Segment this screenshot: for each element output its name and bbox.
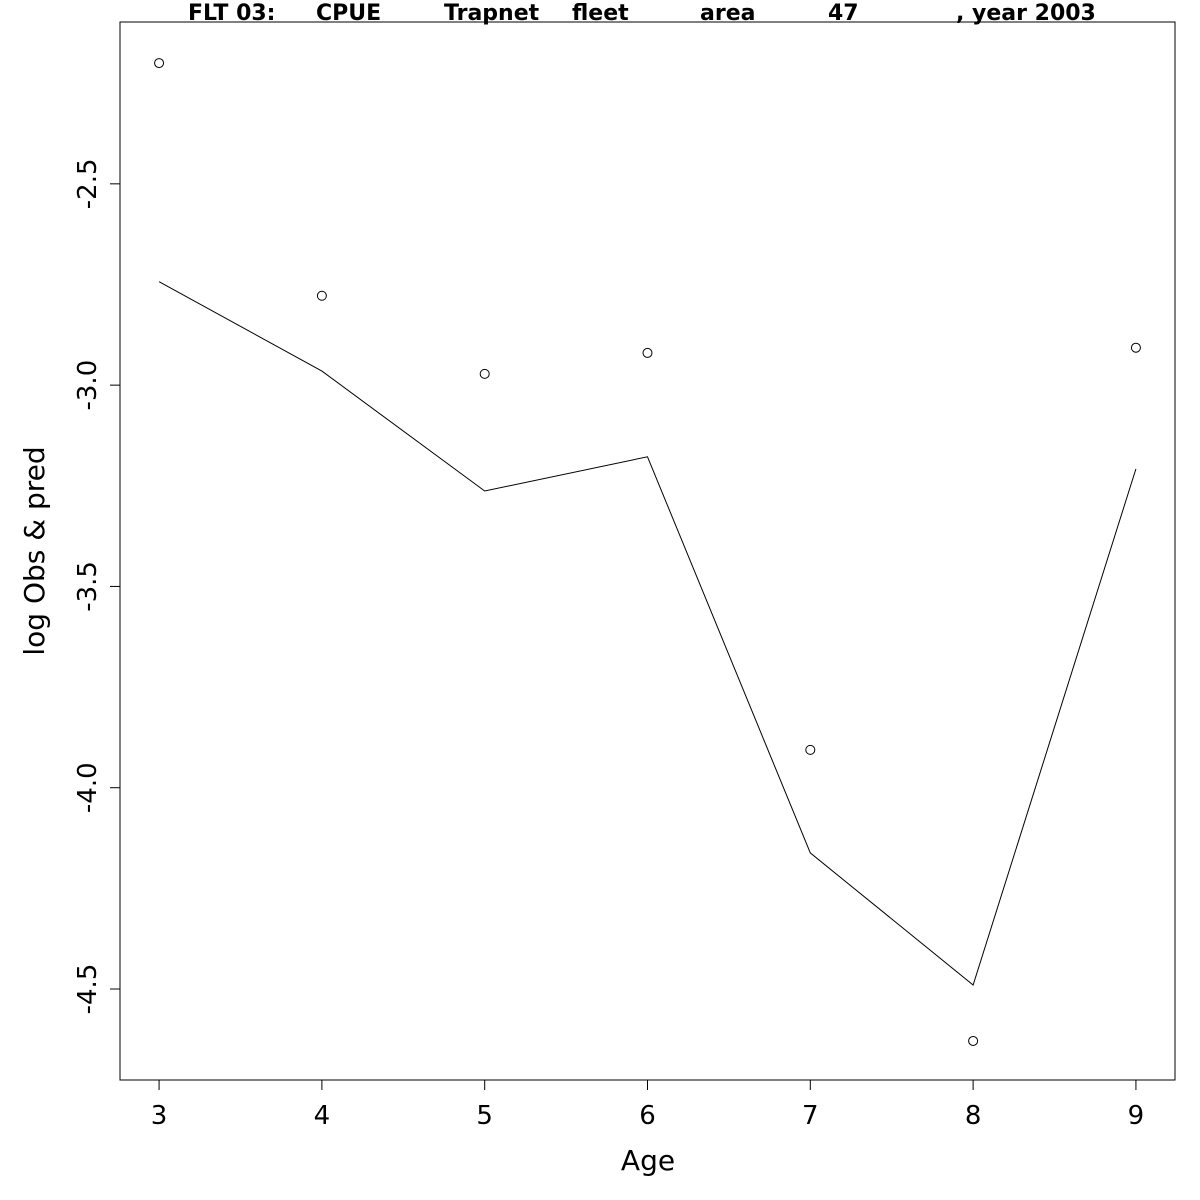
plot-frame xyxy=(119,21,1176,1081)
x-tick-label: 4 xyxy=(314,1101,331,1131)
x-axis-title: Age xyxy=(621,1144,675,1177)
y-tick-label: -4.5 xyxy=(73,964,103,1015)
observed-point xyxy=(154,58,165,69)
y-tick-label: -2.5 xyxy=(73,158,103,209)
x-tick-label: 7 xyxy=(802,1101,819,1131)
title-part: Trapnet xyxy=(444,1,540,26)
x-tick-label: 3 xyxy=(151,1101,168,1131)
observed-point xyxy=(805,744,816,755)
y-tick-label: -3.0 xyxy=(73,360,103,411)
y-tick-label: -3.5 xyxy=(73,561,103,612)
observed-point xyxy=(1130,342,1141,353)
title-part: 47 xyxy=(828,1,859,26)
plot-marks xyxy=(154,58,1141,1046)
title-part: CPUE xyxy=(316,1,381,26)
x-axis: 3 4 5 6 7 8 9 xyxy=(151,1079,1145,1131)
observed-point xyxy=(642,347,653,358)
y-tick-label: -4.0 xyxy=(73,762,103,813)
title-part: FLT 03: xyxy=(188,1,275,26)
x-tick-label: 6 xyxy=(639,1101,656,1131)
y-axis: -2.5 -3.0 -3.5 -4.0 -4.5 xyxy=(73,158,121,1015)
y-axis-title: log Obs & pred xyxy=(18,446,51,655)
title-part: area xyxy=(700,1,755,26)
chart-title: FLT 03: CPUE Trapnet fleet area 47 , year 2003 xyxy=(188,1,1096,26)
x-tick-label: 5 xyxy=(476,1101,493,1131)
observed-point xyxy=(316,290,327,301)
observed-point xyxy=(968,1035,979,1046)
predicted-line xyxy=(158,281,1137,986)
observed-point xyxy=(479,368,490,379)
title-part: fleet xyxy=(572,1,629,26)
x-tick-label: 8 xyxy=(965,1101,982,1131)
x-tick-label: 9 xyxy=(1128,1101,1145,1131)
title-part: , year 2003 xyxy=(956,1,1096,26)
